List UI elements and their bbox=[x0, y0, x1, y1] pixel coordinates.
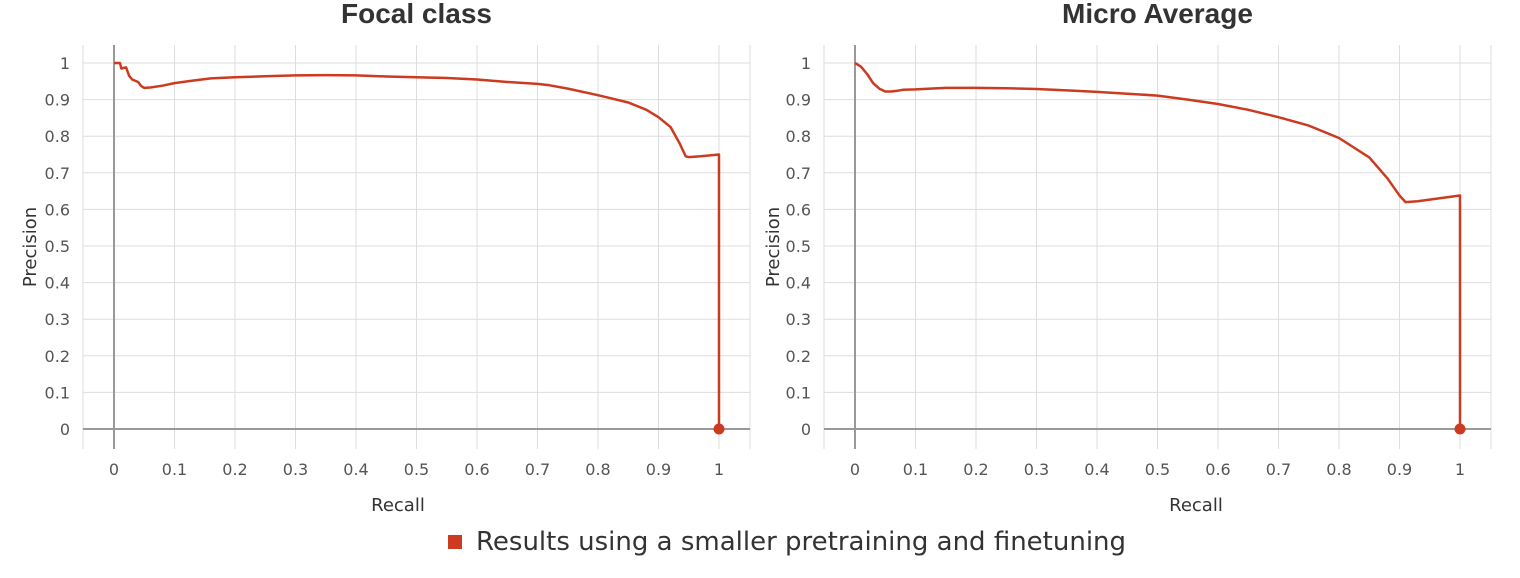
x-tick-label: 0.5 bbox=[1145, 460, 1170, 479]
curve-endpoint-marker bbox=[1454, 423, 1466, 435]
pr-chart-focal-class: 0 0.1 0.2 0.3 0.4 0.5 0.6 0.7 0.8 0.9 1 0 0.1 0.2 0.3 0… bbox=[20, 45, 751, 516]
y-tick-label: 0.2 bbox=[45, 347, 70, 366]
curve-endpoint-marker bbox=[713, 423, 725, 435]
x-tick-label: 0.6 bbox=[464, 460, 489, 479]
x-tick-label: 0.8 bbox=[1326, 460, 1351, 479]
y-tick-label: 0.4 bbox=[786, 274, 811, 293]
x-tick-label: 0.2 bbox=[222, 460, 247, 479]
x-tick-label: 1 bbox=[1455, 460, 1465, 479]
y-tick-label: 0.6 bbox=[45, 200, 70, 219]
y-tick-label: 0.7 bbox=[45, 164, 70, 183]
y-tick-label: 0.1 bbox=[45, 383, 70, 402]
x-tick-label: 0.3 bbox=[1024, 460, 1049, 479]
y-tick-label: 1 bbox=[801, 54, 811, 73]
x-tick-label: 0.1 bbox=[903, 460, 928, 479]
x-tick-label: 0.4 bbox=[1084, 460, 1109, 479]
y-tick-label: 0 bbox=[801, 420, 811, 439]
pr-curve-line bbox=[114, 61, 721, 429]
x-tick-label: 0.3 bbox=[283, 460, 308, 479]
y-tick-label: 0 bbox=[60, 420, 70, 439]
pr-chart-micro-average: 0 0.1 0.2 0.3 0.4 0.5 0.6 0.7 0.8 0.9 1 0 0.1 0.2 0.3 0… bbox=[763, 45, 1492, 516]
x-tick-label: 0.9 bbox=[646, 460, 671, 479]
chart-title-micro-average: Micro Average bbox=[1062, 0, 1253, 29]
x-tick-label: 0.8 bbox=[585, 460, 610, 479]
x-tick-label: 1 bbox=[714, 460, 724, 479]
x-axis-label: Recall bbox=[371, 495, 425, 516]
x-tick-label: 0.6 bbox=[1205, 460, 1230, 479]
y-tick-label: 0.4 bbox=[45, 274, 70, 293]
y-tick-label: 0.7 bbox=[786, 164, 811, 183]
pr-curve-line bbox=[854, 61, 1462, 429]
x-axis-label: Recall bbox=[1169, 495, 1223, 516]
y-tick-label: 0.9 bbox=[45, 91, 70, 110]
x-tick-label: 0.5 bbox=[404, 460, 429, 479]
y-axis-label: Precision bbox=[20, 207, 41, 287]
x-tick-label: 0 bbox=[850, 460, 860, 479]
y-tick-label: 0.6 bbox=[786, 200, 811, 219]
x-tick-label: 0.4 bbox=[343, 460, 368, 479]
x-tick-label: 0 bbox=[109, 460, 119, 479]
y-tick-label: 0.9 bbox=[786, 91, 811, 110]
legend-swatch bbox=[448, 535, 462, 549]
legend: Results using a smaller pretraining and … bbox=[448, 527, 1126, 557]
x-tick-label: 0.2 bbox=[963, 460, 988, 479]
x-tick-label: 0.7 bbox=[1266, 460, 1291, 479]
y-tick-label: 0.2 bbox=[786, 347, 811, 366]
y-tick-label: 1 bbox=[60, 54, 70, 73]
x-tick-label: 0.1 bbox=[162, 460, 187, 479]
y-tick-label: 0.8 bbox=[786, 127, 811, 146]
y-tick-label: 0.1 bbox=[786, 383, 811, 402]
y-tick-label: 0.3 bbox=[45, 310, 70, 329]
legend-label: Results using a smaller pretraining and … bbox=[476, 527, 1127, 557]
y-tick-label: 0.5 bbox=[45, 237, 70, 256]
y-tick-label: 0.8 bbox=[45, 127, 70, 146]
chart-title-focal-class: Focal class bbox=[341, 0, 492, 29]
x-tick-label: 0.7 bbox=[525, 460, 550, 479]
y-axis-label: Precision bbox=[763, 207, 784, 287]
y-tick-label: 0.5 bbox=[786, 237, 811, 256]
x-tick-label: 0.9 bbox=[1387, 460, 1412, 479]
y-tick-label: 0.3 bbox=[786, 310, 811, 329]
